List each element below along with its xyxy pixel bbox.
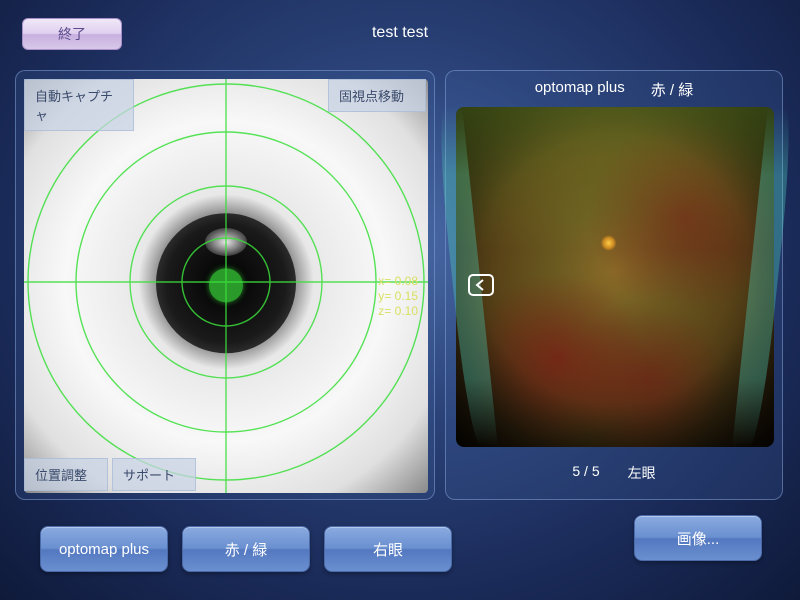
- xyz-coordinates: x= 0.08 y= 0.15 z= 0.10: [378, 274, 418, 319]
- back-icon[interactable]: [466, 272, 496, 298]
- mode-optomap-button[interactable]: optomap plus: [40, 526, 168, 572]
- bottom-toolbar: optomap plus 赤 / 緑 右眼: [40, 526, 452, 572]
- center-target-icon: [209, 268, 243, 302]
- color-mode-label: 赤 / 緑: [651, 79, 694, 100]
- fixation-move-button[interactable]: 固視点移動: [328, 79, 426, 112]
- fundus-image: [456, 107, 774, 447]
- support-button[interactable]: サポート: [112, 458, 196, 491]
- image-button[interactable]: 画像...: [634, 515, 762, 561]
- alignment-panel: x= 0.08 y= 0.15 z= 0.10 自動キャプチャ 固視点移動 位置…: [15, 70, 435, 500]
- coord-z: z= 0.10: [378, 304, 418, 319]
- preview-footer: 5 / 5 左眼: [446, 463, 782, 483]
- color-mode-button[interactable]: 赤 / 緑: [182, 526, 310, 572]
- exit-button[interactable]: 終了: [22, 18, 122, 50]
- eye-alignment-view: x= 0.08 y= 0.15 z= 0.10: [24, 79, 428, 493]
- position-adjust-button[interactable]: 位置調整: [24, 458, 108, 491]
- coord-x: x= 0.08: [378, 274, 418, 289]
- eye-label: 左眼: [628, 463, 656, 483]
- page-title: test test: [372, 24, 428, 42]
- eye-select-button[interactable]: 右眼: [324, 526, 452, 572]
- corneal-reflection: [205, 228, 247, 256]
- preview-header: optomap plus 赤 / 緑: [446, 79, 782, 100]
- auto-capture-button[interactable]: 自動キャプチャ: [24, 79, 134, 131]
- image-counter: 5 / 5: [572, 463, 599, 483]
- preview-panel: optomap plus 赤 / 緑 5 / 5 左眼 画像...: [445, 70, 783, 500]
- coord-y: y= 0.15: [378, 289, 418, 304]
- mode-label: optomap plus: [535, 79, 625, 100]
- green-overlay: [456, 107, 774, 447]
